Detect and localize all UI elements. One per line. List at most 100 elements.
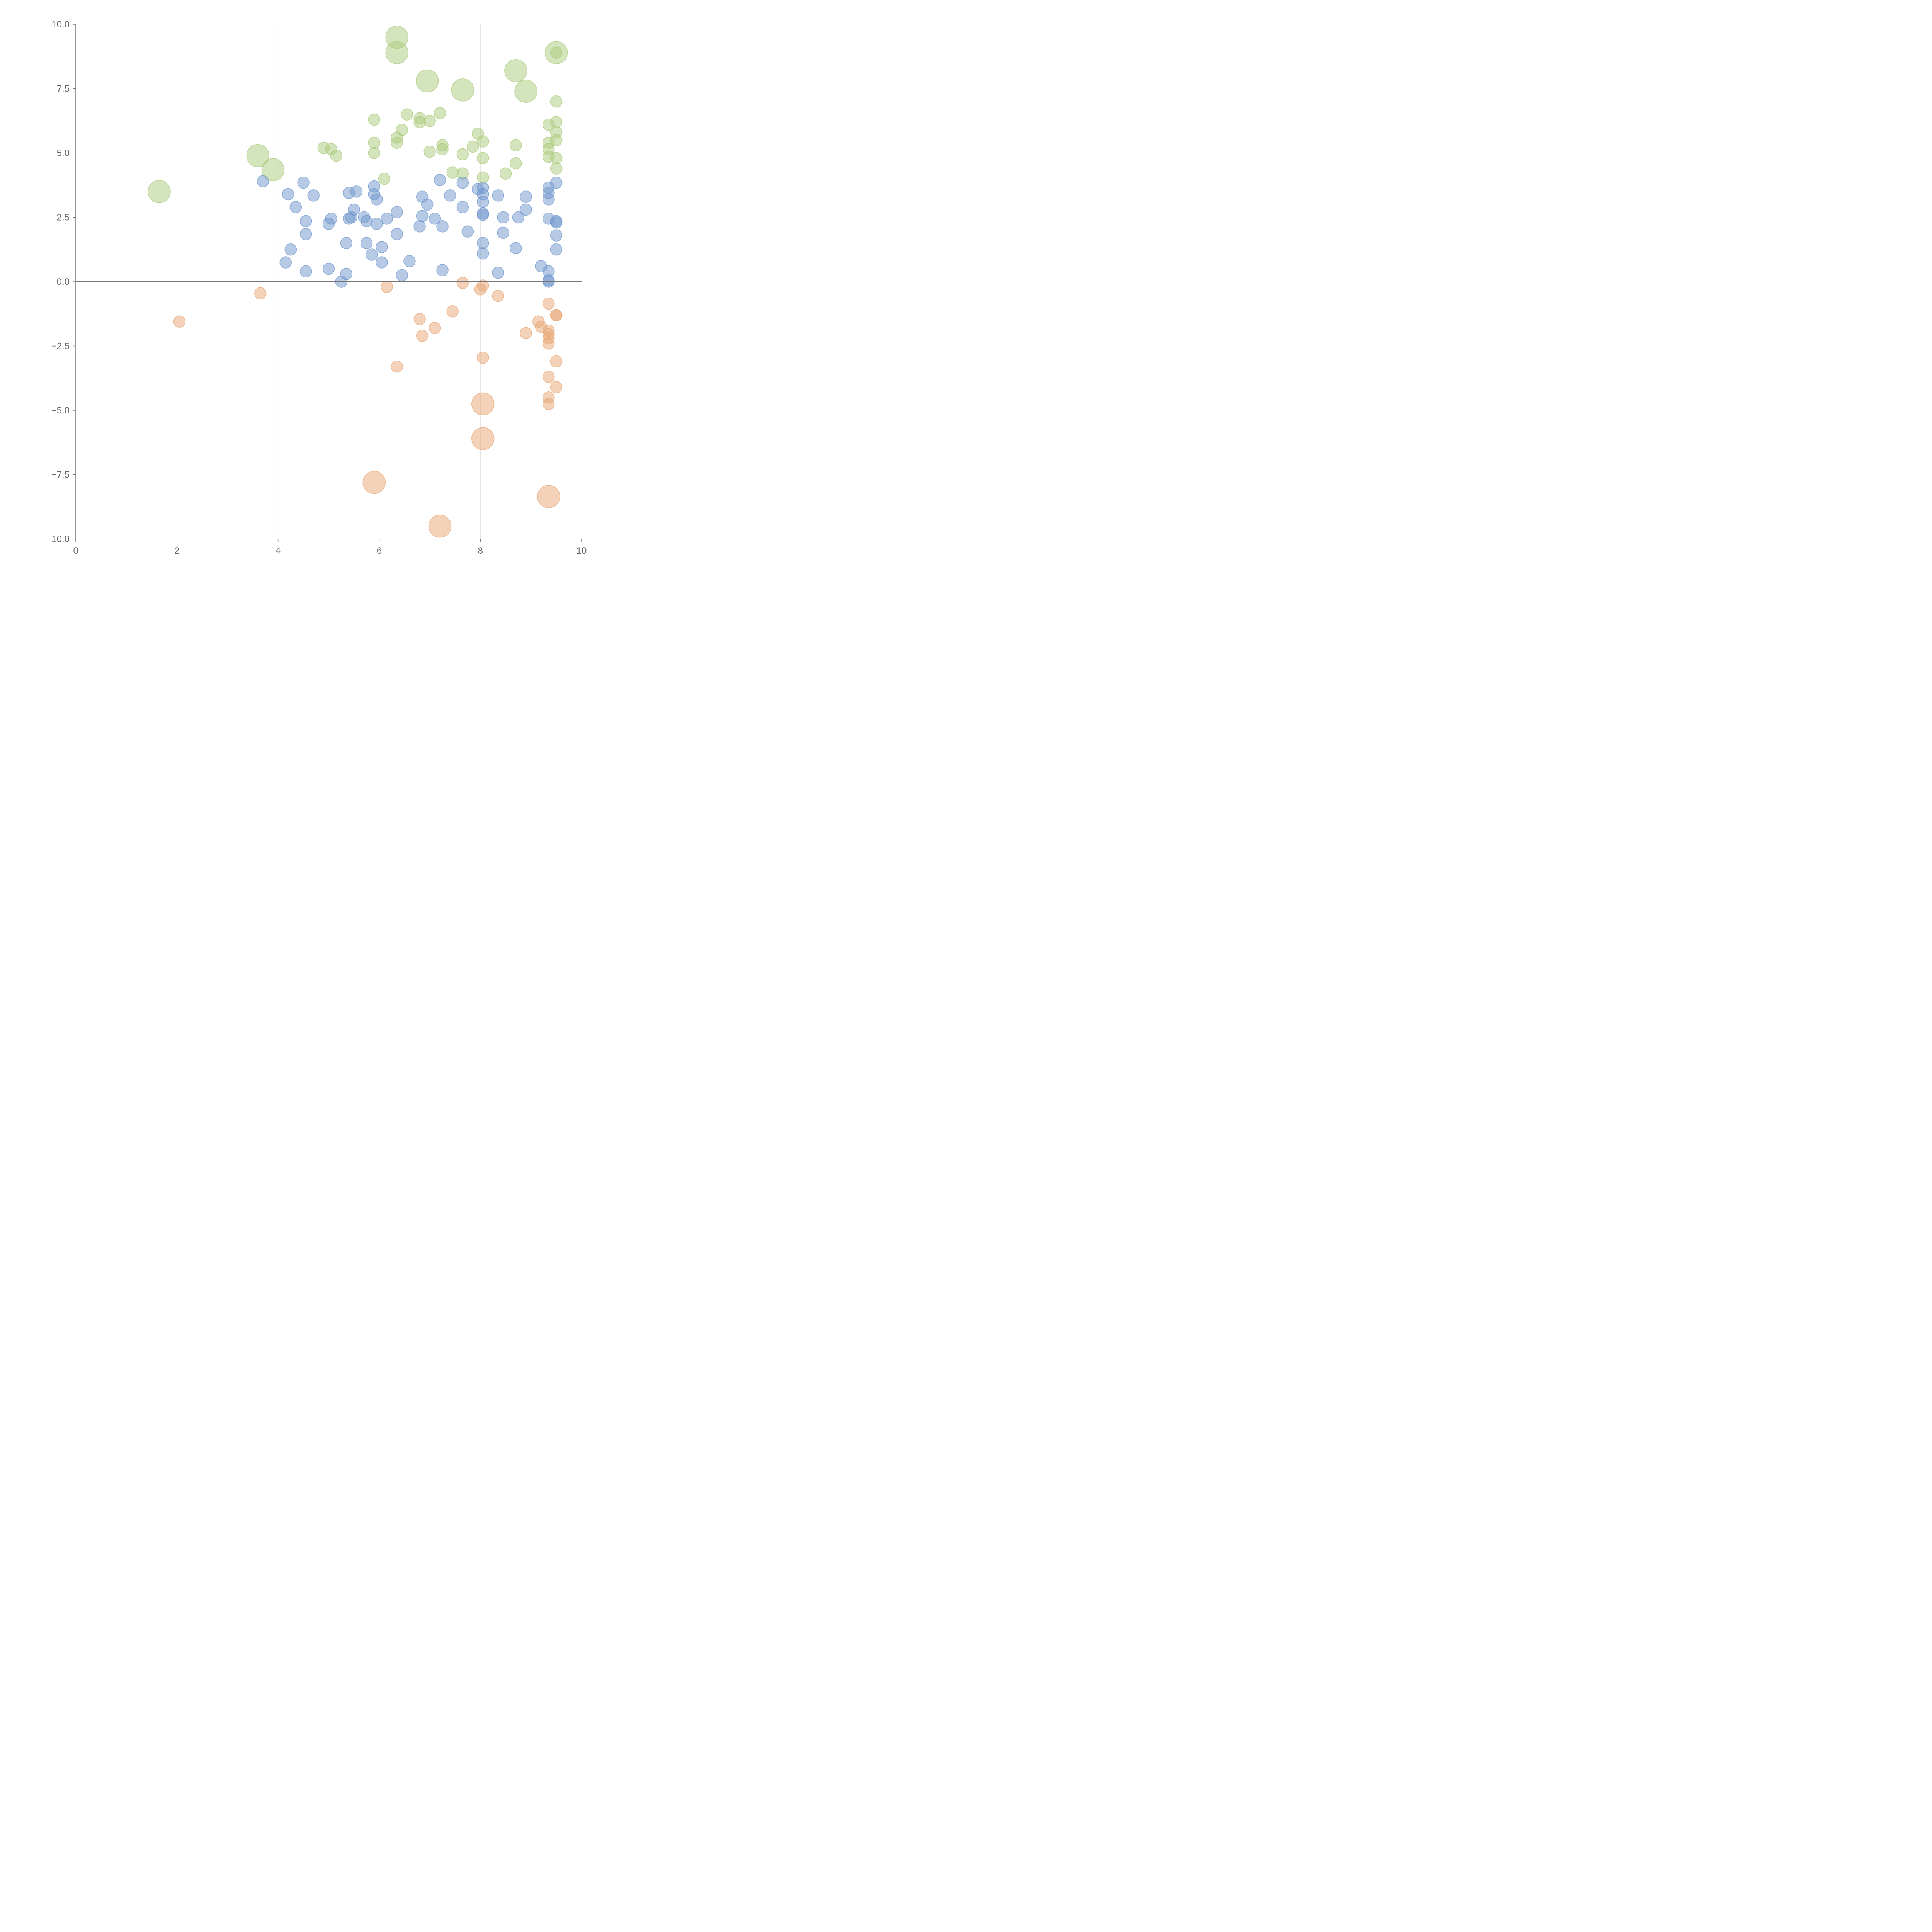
data-point	[413, 220, 426, 233]
y-tick-label: 0.0	[57, 277, 70, 287]
data-point	[416, 210, 429, 222]
data-point	[360, 215, 373, 228]
data-point	[381, 213, 393, 225]
data-point	[421, 198, 434, 211]
data-point	[428, 514, 452, 538]
data-point	[476, 135, 489, 148]
ticks-layer: 0 2 4 6 8 10 10.0 7.5 5.0 2.5 0.0 −2.5 −5.0 −7.5 −10.0	[46, 19, 587, 556]
data-point	[510, 242, 522, 255]
data-point	[456, 176, 469, 189]
data-point	[550, 309, 563, 321]
y-tick-label: −5.0	[51, 405, 70, 416]
data-point	[550, 216, 563, 229]
data-point	[436, 220, 449, 233]
data-point	[543, 371, 555, 383]
y-tick-label: −2.5	[51, 341, 70, 352]
data-point	[492, 289, 504, 302]
data-point	[429, 322, 441, 334]
data-point	[550, 152, 563, 165]
data-point	[492, 189, 504, 202]
data-point	[456, 148, 469, 161]
data-point	[371, 193, 383, 206]
data-point	[550, 381, 563, 393]
data-point	[254, 287, 267, 299]
points-layer	[148, 26, 568, 538]
data-point	[148, 180, 171, 203]
data-point	[476, 171, 489, 184]
data-point	[368, 136, 381, 149]
data-point	[340, 268, 353, 280]
data-point	[499, 167, 512, 180]
data-point	[429, 213, 441, 225]
data-point	[385, 41, 408, 65]
data-point	[307, 189, 320, 202]
data-point	[362, 471, 386, 494]
data-point	[510, 139, 522, 151]
data-point	[514, 80, 537, 103]
data-point	[416, 69, 439, 93]
data-point	[550, 95, 563, 108]
data-point	[543, 398, 555, 410]
x-tick-label: 10	[577, 546, 587, 556]
y-tick-label: −10.0	[46, 534, 70, 544]
data-point	[446, 305, 459, 318]
data-point	[550, 116, 563, 128]
data-point	[396, 269, 408, 282]
data-point	[340, 237, 353, 249]
data-point	[476, 196, 489, 208]
data-point	[391, 361, 403, 373]
data-point	[537, 485, 560, 508]
data-point	[456, 201, 469, 213]
data-point	[550, 134, 563, 146]
data-point	[297, 176, 310, 189]
data-point	[476, 351, 489, 364]
data-point	[378, 172, 391, 185]
data-point	[476, 209, 489, 221]
data-point	[376, 241, 388, 253]
data-point	[476, 247, 489, 260]
x-tick-label: 0	[73, 546, 78, 556]
data-point	[322, 262, 335, 275]
data-point	[492, 266, 504, 279]
data-point	[299, 215, 312, 228]
data-point	[476, 279, 489, 292]
data-point	[325, 213, 337, 225]
data-point	[368, 147, 381, 159]
data-point	[299, 265, 312, 278]
data-point	[520, 203, 532, 216]
data-point	[434, 174, 446, 186]
data-point	[279, 256, 292, 269]
data-point	[299, 228, 312, 240]
data-point	[284, 243, 297, 256]
data-point	[413, 313, 426, 325]
data-point	[543, 193, 555, 206]
data-point	[423, 115, 436, 127]
data-point	[520, 190, 532, 203]
data-point	[436, 143, 449, 155]
data-point	[476, 237, 489, 249]
x-tick-label: 6	[377, 546, 382, 556]
data-point	[471, 392, 495, 416]
data-point	[444, 189, 456, 202]
data-point	[476, 152, 489, 165]
data-point	[543, 297, 555, 310]
x-tick-label: 2	[174, 546, 179, 556]
data-point	[403, 255, 416, 267]
data-point	[471, 427, 495, 451]
data-point	[391, 206, 403, 218]
data-point	[520, 327, 532, 339]
data-point	[368, 113, 381, 126]
data-point	[510, 157, 522, 170]
data-point	[456, 277, 469, 289]
data-point	[371, 218, 383, 230]
data-point	[550, 162, 563, 175]
data-point	[376, 256, 388, 269]
data-point	[550, 243, 563, 256]
data-point	[504, 59, 527, 82]
data-point	[512, 211, 525, 224]
data-point	[497, 226, 509, 239]
data-point	[396, 124, 408, 136]
data-point	[257, 175, 269, 188]
data-point	[350, 185, 363, 198]
data-point	[391, 228, 403, 240]
